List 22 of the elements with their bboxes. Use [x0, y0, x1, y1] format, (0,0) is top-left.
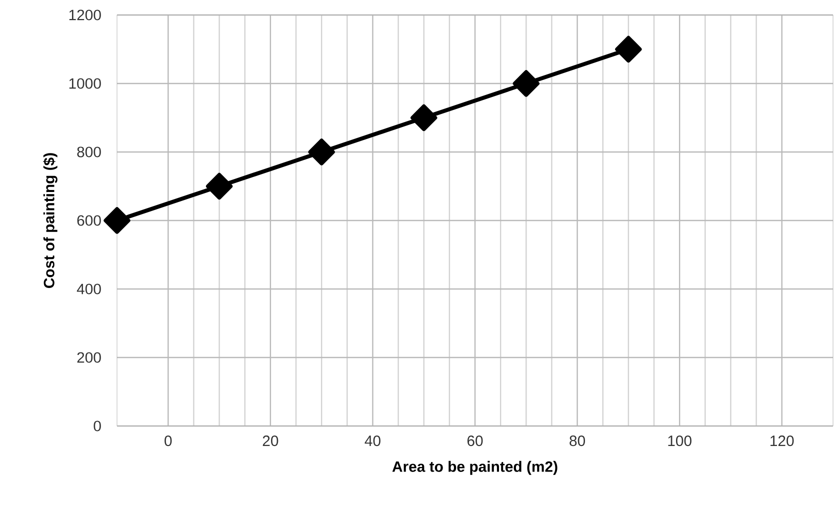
- y-tick-label: 1000: [69, 78, 101, 89]
- point: [410, 104, 438, 132]
- y-tick-label: 800: [77, 146, 101, 158]
- y-tick-label: 0: [94, 420, 101, 432]
- x-tick-label: 80: [570, 436, 586, 446]
- x-axis-title: Area to be painted (m2): [392, 460, 558, 475]
- point: [104, 207, 130, 234]
- x-tick-label: 120: [770, 436, 794, 446]
- y-tick-label: 600: [77, 215, 101, 226]
- y-tick-label: 400: [76, 284, 101, 294]
- point: [308, 138, 335, 166]
- y-tick-label: 1200: [69, 10, 101, 20]
- point: [206, 172, 233, 200]
- x-tick-label: 60: [467, 436, 483, 446]
- x-tick-label: 100: [668, 436, 692, 446]
- x-tick-label: 20: [262, 436, 278, 446]
- y-axis-title: Cost of painting ($): [43, 153, 58, 288]
- point: [615, 36, 642, 63]
- y-tick-label: 200: [77, 352, 101, 363]
- point: [512, 70, 540, 97]
- x-tick-label: 0: [164, 436, 172, 446]
- x-tick-label: 40: [364, 436, 380, 446]
